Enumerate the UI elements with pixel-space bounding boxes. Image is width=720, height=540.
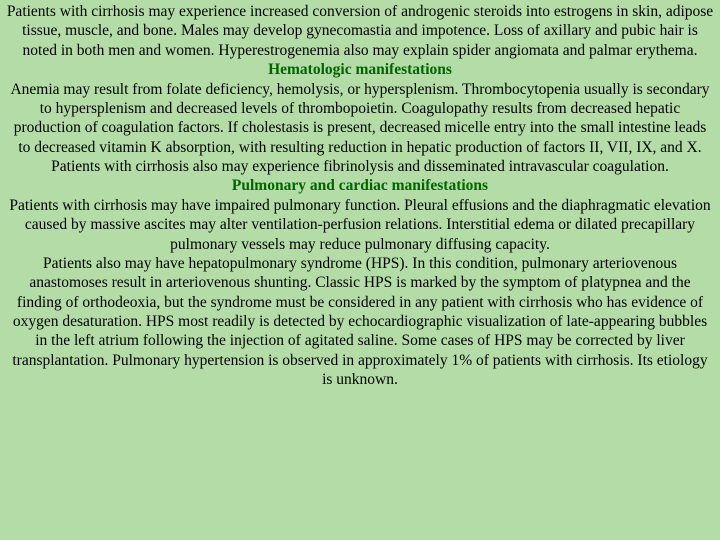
pulmonary-paragraph-2: Patients also may have hepatopulmonary s… [6,254,714,390]
intro-paragraph: Patients with cirrhosis may experience i… [6,2,714,60]
hematologic-paragraph: Anemia may result from folate deficiency… [6,80,714,177]
pulmonary-paragraph-1: Patients with cirrhosis may have impaire… [6,196,714,254]
heading-hematologic: Hematologic manifestations [6,60,714,79]
heading-pulmonary: Pulmonary and cardiac manifestations [6,176,714,195]
